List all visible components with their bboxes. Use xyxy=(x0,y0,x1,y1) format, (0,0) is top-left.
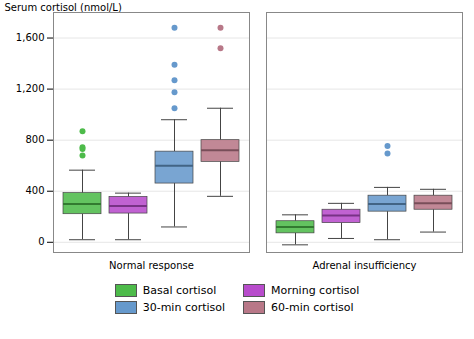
html-text:Basal cortisol: Basal cortisol xyxy=(142,284,217,297)
svg-text:Normal response: Normal response xyxy=(109,260,194,271)
svg-text:Serum cortisol (nmol/L): Serum cortisol (nmol/L) xyxy=(5,2,122,13)
svg-text:Adrenal insufficiency: Adrenal insufficiency xyxy=(313,260,417,271)
svg-text:400: 400 xyxy=(25,185,44,196)
svg-text:1,200: 1,200 xyxy=(16,83,45,94)
html-text:Morning cortisol: Morning cortisol xyxy=(271,284,360,297)
html-text:60-min cortisol: 60-min cortisol xyxy=(271,301,354,314)
html-text:30-min cortisol: 30-min cortisol xyxy=(142,301,226,314)
svg-text:1,600: 1,600 xyxy=(16,32,45,43)
svg-text:0: 0 xyxy=(38,236,44,247)
svg-text:800: 800 xyxy=(25,134,44,145)
